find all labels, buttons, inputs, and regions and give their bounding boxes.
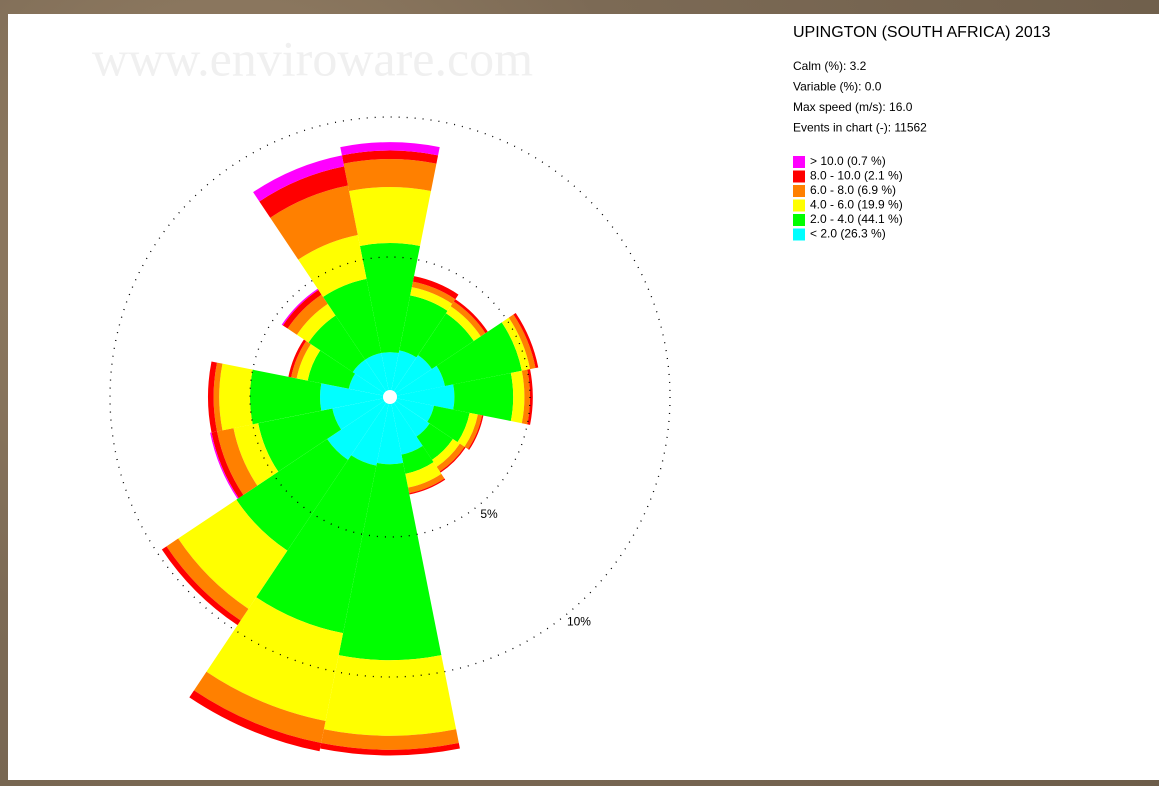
legend-label: > 10.0 (0.7 %): [810, 154, 886, 168]
legend-swatch: [793, 171, 805, 183]
wedge: [324, 655, 456, 736]
page: {"chart_data": { "type": "windrose", "ti…: [0, 0, 1159, 786]
legend-swatch: [793, 156, 805, 168]
legend-label: 2.0 - 4.0 (44.1 %): [810, 212, 903, 226]
legend-swatch: [793, 185, 805, 197]
calm-center: [383, 390, 397, 404]
wedge: [344, 159, 437, 191]
info-line: Variable (%): 0.0: [793, 80, 882, 94]
chart: www.enviroware.com UPINGTON (SOUTH AFRIC…: [0, 0, 1159, 786]
legend-swatch: [793, 229, 805, 241]
info-line: Events in chart (-): 11562: [793, 121, 927, 135]
watermark: www.enviroware.com: [92, 30, 533, 86]
info-line: Max speed (m/s): 16.0: [793, 100, 913, 114]
wedge: [349, 187, 431, 246]
legend-swatch: [793, 214, 805, 226]
ring-label: 10%: [567, 614, 591, 628]
legend-label: 8.0 - 10.0 (2.1 %): [810, 169, 903, 183]
plot-panel: [8, 14, 1159, 780]
legend-label: 4.0 - 6.0 (19.9 %): [810, 198, 903, 212]
ring-label: 5%: [480, 507, 498, 521]
wedge: [219, 364, 252, 431]
legend-label: 6.0 - 8.0 (6.9 %): [810, 183, 896, 197]
chart-title: UPINGTON (SOUTH AFRICA) 2013: [793, 24, 1051, 41]
info-line: Calm (%): 3.2: [793, 59, 867, 73]
legend-label: < 2.0 (26.3 %): [810, 227, 886, 241]
legend-swatch: [793, 200, 805, 212]
